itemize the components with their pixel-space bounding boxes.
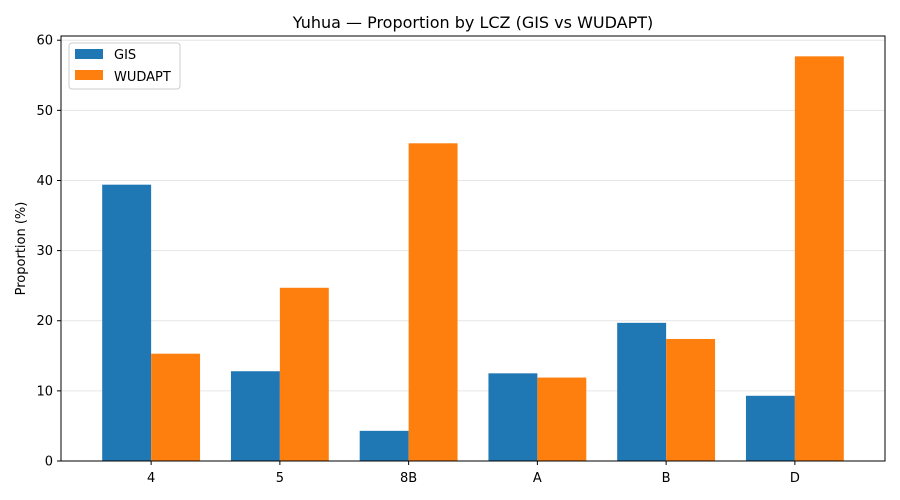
legend-swatch-wudapt xyxy=(75,70,103,80)
grid-lines xyxy=(61,39,885,392)
x-tick-label: 4 xyxy=(147,471,155,486)
legend: GIS WUDAPT xyxy=(68,42,181,90)
x-tick-label: 5 xyxy=(276,471,284,486)
bars xyxy=(102,56,844,461)
plot-frame xyxy=(60,35,886,462)
y-tick-label: 30 xyxy=(36,244,53,259)
bar-gis-b xyxy=(617,322,667,461)
bar-gis-4 xyxy=(102,184,152,461)
x-tick-label: 8B xyxy=(400,471,417,486)
chart-title: Yuhua — Proportion by LCZ (GIS vs WUDAPT… xyxy=(292,13,654,32)
bar-gis-d xyxy=(745,395,795,461)
bar-wudapt-d xyxy=(794,56,844,461)
x-axis: 4 5 8B A B D xyxy=(147,461,800,486)
y-tick-label: 10 xyxy=(36,384,53,399)
bar-wudapt-8b xyxy=(408,143,458,461)
x-tick-label: B xyxy=(662,471,671,486)
y-axis-label: Proportion (%) xyxy=(14,202,29,296)
y-tick-label: 40 xyxy=(36,174,53,189)
bar-wudapt-5 xyxy=(279,287,329,461)
legend-label-wudapt: WUDAPT xyxy=(114,70,171,85)
y-tick-label: 0 xyxy=(45,455,53,470)
legend-label-gis: GIS xyxy=(114,48,136,63)
x-tick-label: A xyxy=(533,471,542,486)
bar-gis-8b xyxy=(359,430,409,461)
y-axis: 0 10 20 30 40 50 60 xyxy=(36,34,61,470)
legend-swatch-gis xyxy=(75,49,103,59)
y-tick-label: 60 xyxy=(36,34,53,49)
bar-gis-5 xyxy=(230,371,280,461)
y-tick-label: 20 xyxy=(36,314,53,329)
bar-wudapt-a xyxy=(537,377,587,461)
x-tick-label: D xyxy=(790,471,800,486)
bar-wudapt-b xyxy=(666,338,716,461)
bar-gis-a xyxy=(488,373,538,461)
y-tick-label: 50 xyxy=(36,104,53,119)
bar-wudapt-4 xyxy=(151,353,201,461)
